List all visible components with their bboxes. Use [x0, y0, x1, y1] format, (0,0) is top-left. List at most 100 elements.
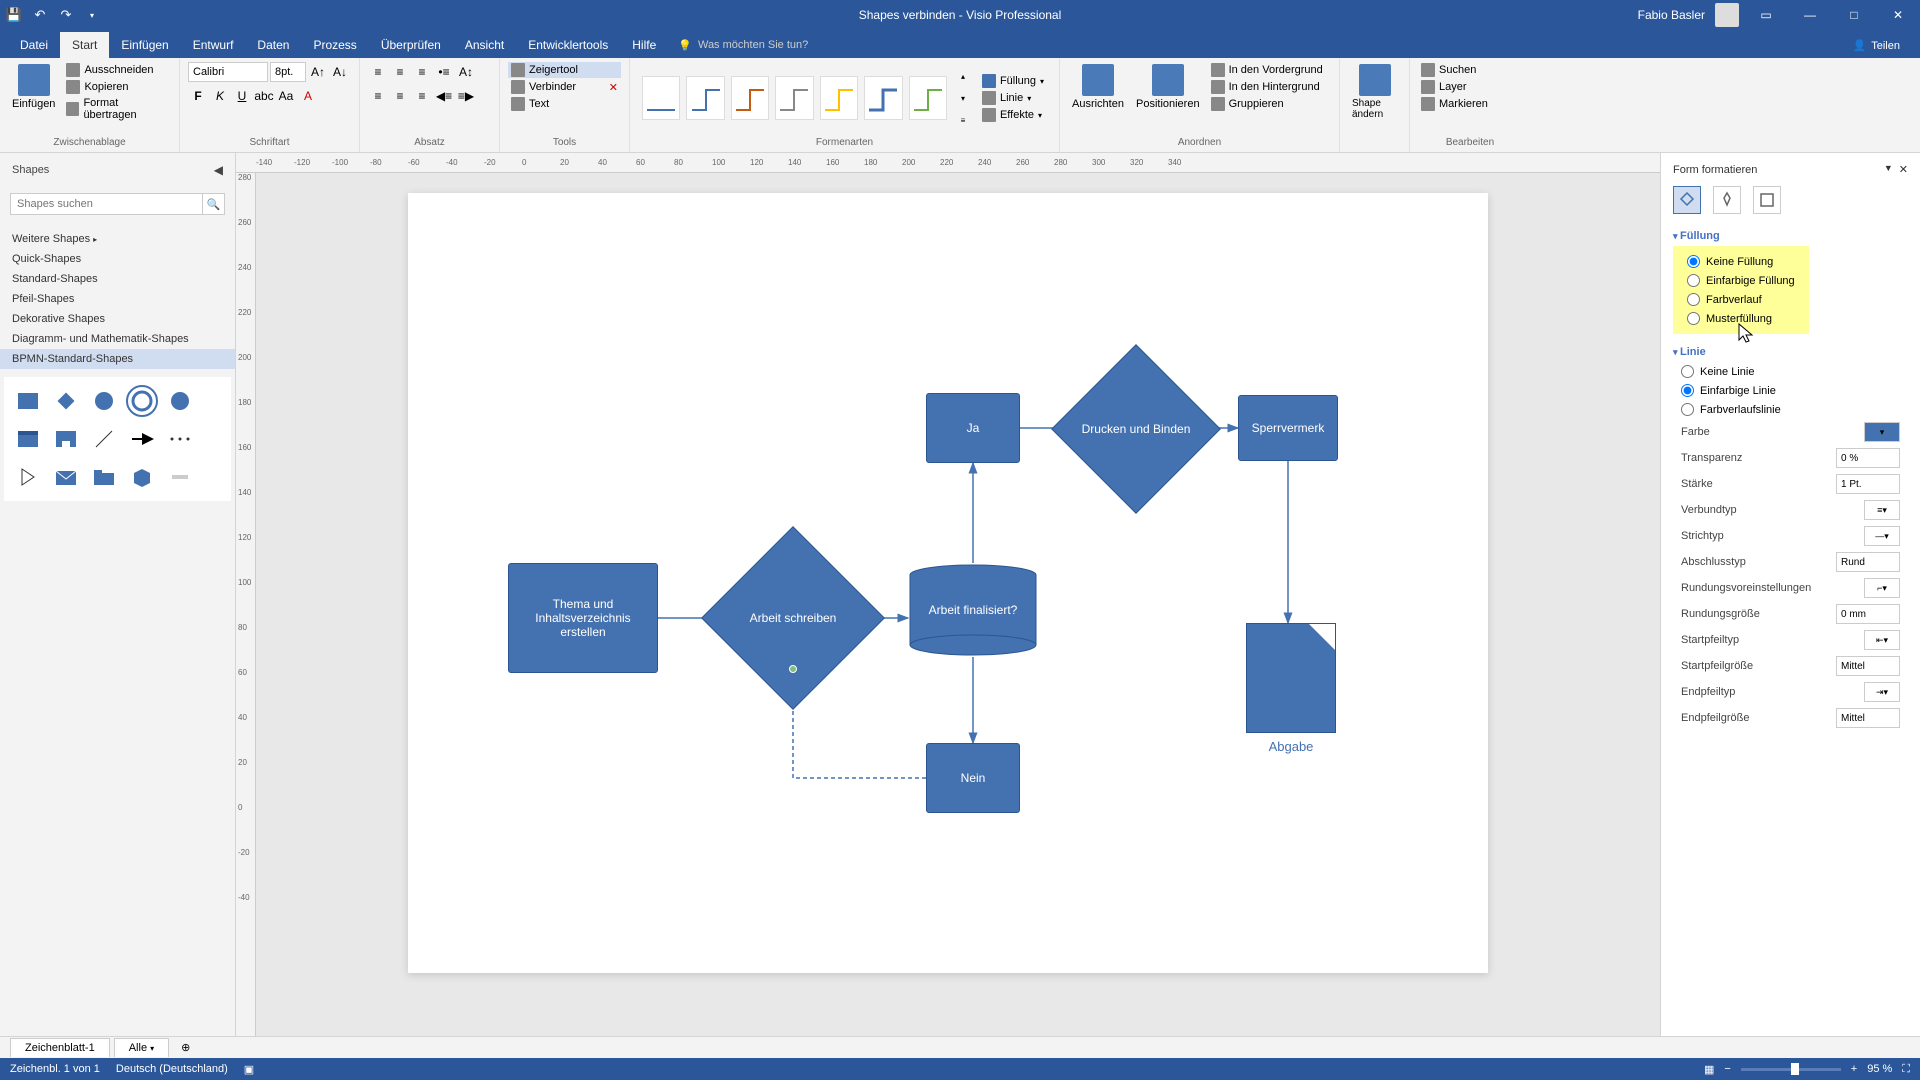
radio-solid-fill-input[interactable]: [1687, 274, 1700, 287]
cut-button[interactable]: Ausschneiden: [63, 62, 171, 78]
palette-rect[interactable]: [14, 387, 42, 415]
case-button[interactable]: Aa: [276, 86, 296, 106]
palette-circle-outline[interactable]: [128, 387, 156, 415]
font-color-button[interactable]: A: [298, 86, 318, 106]
radio-gradient-line-input[interactable]: [1681, 403, 1694, 416]
flowchart-node-nein[interactable]: Nein: [926, 743, 1020, 813]
palette-dots[interactable]: [166, 425, 194, 453]
format-tab-fill[interactable]: [1673, 186, 1701, 214]
section-title-fuellung[interactable]: Füllung: [1673, 226, 1908, 246]
shape-cat-standard[interactable]: Standard-Shapes: [0, 269, 235, 289]
share-button[interactable]: 👤 Teilen: [1841, 33, 1912, 58]
tab-einfuegen[interactable]: Einfügen: [109, 32, 180, 58]
select-button[interactable]: Markieren: [1418, 96, 1522, 112]
palette-play[interactable]: [14, 463, 42, 491]
fit-page-icon[interactable]: ⛶: [1902, 1063, 1910, 1076]
input-abschlusstyp[interactable]: [1836, 552, 1900, 572]
radio-gradient-line[interactable]: Farbverlaufslinie: [1673, 400, 1908, 419]
shape-cat-diagramm[interactable]: Diagramm- und Mathematik-Shapes: [0, 329, 235, 349]
canvas-scroll[interactable]: Thema und Inhaltsverzeichnis erstellenAr…: [236, 173, 1660, 1036]
radio-solid-line[interactable]: Einfarbige Linie: [1673, 381, 1908, 400]
input-rundungsgroesse[interactable]: [1836, 604, 1900, 624]
palette-arrow[interactable]: [128, 425, 156, 453]
bullets-button[interactable]: •≡: [434, 62, 454, 82]
format-tab-size[interactable]: [1753, 186, 1781, 214]
gallery-up-icon[interactable]: ▴: [953, 66, 973, 86]
align-center-button[interactable]: ≡: [390, 86, 410, 106]
copy-button[interactable]: Kopieren: [63, 79, 171, 95]
font-size-select[interactable]: [270, 62, 306, 82]
tab-entwurf[interactable]: Entwurf: [181, 32, 246, 58]
shape-cat-weitere[interactable]: Weitere Shapes ▸: [0, 229, 235, 249]
tab-datei[interactable]: Datei: [8, 32, 60, 58]
shape-style-5[interactable]: [820, 76, 858, 120]
shape-style-1[interactable]: [642, 76, 680, 120]
zoom-slider[interactable]: [1741, 1068, 1841, 1071]
add-sheet-icon[interactable]: ⊕: [173, 1041, 198, 1054]
send-back-button[interactable]: In den Hintergrund: [1208, 79, 1326, 95]
panel-dropdown-icon[interactable]: ▼: [1884, 163, 1893, 176]
btn-startpfeiltyp[interactable]: ⇤▾: [1864, 630, 1900, 650]
shapes-search-input[interactable]: [10, 193, 203, 215]
flowchart-node-arbeit_final[interactable]: Arbeit finalisiert?: [908, 563, 1038, 657]
collapse-panel-icon[interactable]: ◀: [214, 163, 223, 177]
shape-style-3[interactable]: [731, 76, 769, 120]
btn-rundungsvor[interactable]: ⌐▾: [1864, 578, 1900, 598]
status-language[interactable]: Deutsch (Deutschland): [116, 1063, 228, 1076]
zoom-level[interactable]: 95 %: [1867, 1063, 1892, 1075]
zoom-in-icon[interactable]: +: [1851, 1063, 1857, 1075]
radio-no-line-input[interactable]: [1681, 365, 1694, 378]
zoom-out-icon[interactable]: −: [1724, 1063, 1730, 1075]
palette-circle-filled[interactable]: [90, 387, 118, 415]
gallery-more-icon[interactable]: ≡: [953, 110, 973, 130]
btn-endpfeiltyp[interactable]: ⇥▾: [1864, 682, 1900, 702]
palette-subprocess[interactable]: [52, 425, 80, 453]
user-name[interactable]: Fabio Basler: [1638, 8, 1705, 22]
font-select[interactable]: [188, 62, 268, 82]
palette-folder[interactable]: [90, 463, 118, 491]
radio-gradient-fill-input[interactable]: [1687, 293, 1700, 306]
fill-button[interactable]: Füllung▾: [979, 73, 1047, 89]
format-tab-effects[interactable]: [1713, 186, 1741, 214]
strikethrough-button[interactable]: abc: [254, 86, 274, 106]
tab-ueberpruefen[interactable]: Überprüfen: [369, 32, 453, 58]
canvas-page[interactable]: Thema und Inhaltsverzeichnis erstellenAr…: [408, 193, 1488, 973]
text-tool-button[interactable]: Text: [508, 96, 621, 112]
tell-me-search[interactable]: 💡 Was möchten Sie tun?: [668, 32, 818, 58]
input-endpfeilgroesse[interactable]: [1836, 708, 1900, 728]
shape-style-gallery[interactable]: ▴ ▾ ≡ Füllung▾ Linie▾ Effekte▾: [638, 62, 1051, 134]
shape-style-4[interactable]: [775, 76, 813, 120]
shapes-search-button[interactable]: 🔍: [203, 193, 225, 215]
bring-front-button[interactable]: In den Vordergrund: [1208, 62, 1326, 78]
shape-cat-bpmn[interactable]: BPMN-Standard-Shapes: [0, 349, 235, 369]
palette-data[interactable]: [14, 425, 42, 453]
indent-decrease-button[interactable]: ◀≡: [434, 86, 454, 106]
selection-handle[interactable]: [789, 665, 797, 673]
radio-solid-fill[interactable]: Einfarbige Füllung: [1679, 271, 1803, 290]
section-title-linie[interactable]: Linie: [1673, 342, 1908, 362]
palette-line[interactable]: [90, 425, 118, 453]
shape-change-button[interactable]: Shape ändern: [1348, 62, 1401, 122]
input-staerke[interactable]: [1836, 474, 1900, 494]
position-button[interactable]: Positionieren: [1132, 62, 1204, 112]
undo-icon[interactable]: ↶: [31, 6, 49, 24]
shape-style-2[interactable]: [686, 76, 724, 120]
radio-no-fill-input[interactable]: [1687, 255, 1700, 268]
maximize-icon[interactable]: □: [1837, 5, 1871, 25]
radio-gradient-fill[interactable]: Farbverlauf: [1679, 290, 1803, 309]
effects-button[interactable]: Effekte▾: [979, 107, 1047, 123]
palette-circle-2[interactable]: [166, 387, 194, 415]
radio-no-line[interactable]: Keine Linie: [1673, 362, 1908, 381]
tab-entwicklertools[interactable]: Entwicklertools: [516, 32, 620, 58]
palette-box3d[interactable]: [128, 463, 156, 491]
palette-bar[interactable]: [166, 463, 194, 491]
flowchart-node-abgabe[interactable]: Abgabe: [1246, 623, 1336, 754]
palette-envelope[interactable]: [52, 463, 80, 491]
group-button[interactable]: Gruppieren: [1208, 96, 1326, 112]
tab-hilfe[interactable]: Hilfe: [620, 32, 668, 58]
align-right-button[interactable]: ≡: [412, 86, 432, 106]
zoom-slider-thumb[interactable]: [1791, 1063, 1799, 1075]
qat-customize-icon[interactable]: ▾: [83, 6, 101, 24]
shape-cat-dekorative[interactable]: Dekorative Shapes: [0, 309, 235, 329]
input-startpfeilgroesse[interactable]: [1836, 656, 1900, 676]
